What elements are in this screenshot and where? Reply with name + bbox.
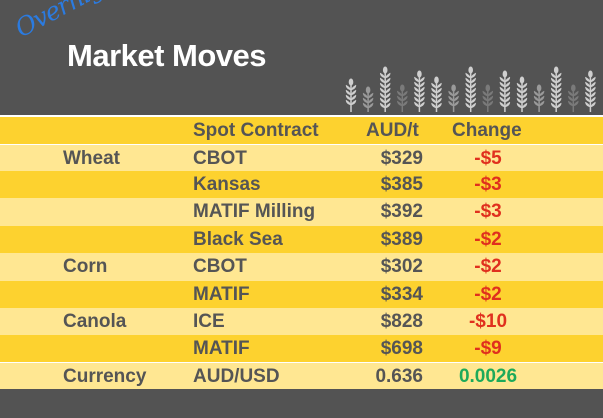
row-price: $389 bbox=[380, 229, 423, 250]
row-price: $392 bbox=[380, 201, 423, 222]
row-contract: CBOT bbox=[193, 256, 247, 277]
row-change: -$3 bbox=[474, 201, 502, 222]
row-change: -$5 bbox=[474, 148, 502, 169]
row-price: $329 bbox=[380, 148, 423, 169]
row-category: Wheat bbox=[63, 148, 120, 169]
row-contract: MATIF bbox=[193, 284, 250, 305]
table-row: Canola ICE $828 -$10 bbox=[0, 308, 603, 335]
row-change: -$9 bbox=[474, 338, 502, 359]
wheat-stalk-icon bbox=[550, 66, 562, 112]
table-row: MATIF Milling $392 -$3 bbox=[0, 198, 603, 226]
row-contract: ICE bbox=[193, 311, 225, 332]
row-change: -$3 bbox=[474, 174, 502, 195]
row-contract: CBOT bbox=[193, 148, 247, 169]
table-row: MATIF $334 -$2 bbox=[0, 281, 603, 308]
footer-bar bbox=[0, 389, 603, 418]
wheat-stalk-icon bbox=[448, 84, 459, 112]
page-title: Market Moves bbox=[67, 38, 267, 73]
table-row: Corn CBOT $302 -$2 bbox=[0, 253, 603, 281]
wheat-stalk-icon bbox=[414, 70, 425, 112]
row-price: $385 bbox=[380, 174, 423, 195]
wheat-stalk-icon bbox=[379, 66, 391, 112]
row-contract: Kansas bbox=[193, 174, 261, 195]
wheat-stalks-icon bbox=[345, 66, 596, 112]
table-row: MATIF $698 -$9 bbox=[0, 335, 603, 362]
wheat-stalk-icon bbox=[482, 84, 494, 112]
row-change: -$10 bbox=[468, 311, 508, 332]
row-change: -$2 bbox=[474, 284, 502, 305]
wheat-stalk-icon bbox=[397, 84, 408, 112]
header-banner: Overnight Market Moves bbox=[0, 0, 603, 115]
wheat-stalk-icon bbox=[585, 70, 596, 112]
currency-row: Currency AUD/USD 0.636 0.0026 bbox=[0, 363, 603, 390]
row-change: 0.0026 bbox=[458, 366, 518, 387]
wheat-stalk-icon bbox=[431, 76, 442, 112]
row-price: $828 bbox=[380, 311, 423, 332]
row-contract: MATIF bbox=[193, 338, 250, 359]
row-price: $302 bbox=[380, 256, 423, 277]
row-change: -$2 bbox=[474, 256, 502, 277]
row-change: -$2 bbox=[474, 229, 502, 250]
column-header-change: Change bbox=[452, 120, 522, 141]
row-price: $698 bbox=[380, 338, 423, 359]
row-contract: AUD/USD bbox=[193, 366, 280, 387]
row-price: $334 bbox=[380, 284, 423, 305]
row-category: Canola bbox=[63, 311, 127, 332]
table-header-row: Spot Contract AUD/t Change bbox=[0, 117, 603, 144]
wheat-stalk-icon bbox=[516, 76, 528, 112]
wheat-stalk-icon bbox=[362, 86, 374, 112]
table-row: Kansas $385 -$3 bbox=[0, 171, 603, 198]
wheat-stalk-icon bbox=[499, 70, 511, 112]
row-price: 0.636 bbox=[375, 366, 423, 387]
wheat-stalk-icon bbox=[568, 84, 579, 112]
wheat-stalk-icon bbox=[533, 84, 545, 112]
wheat-stalk-icon bbox=[465, 66, 476, 112]
row-category: Currency bbox=[63, 366, 147, 387]
column-header-contract: Spot Contract bbox=[193, 120, 319, 141]
column-header-aud: AUD/t bbox=[366, 120, 419, 141]
table-row: Wheat CBOT $329 -$5 bbox=[0, 145, 603, 171]
table-row: Black Sea $389 -$2 bbox=[0, 226, 603, 253]
row-contract: Black Sea bbox=[193, 229, 283, 250]
row-category: Corn bbox=[63, 256, 108, 277]
wheat-stalk-icon bbox=[345, 78, 357, 112]
row-contract: MATIF Milling bbox=[193, 201, 316, 222]
